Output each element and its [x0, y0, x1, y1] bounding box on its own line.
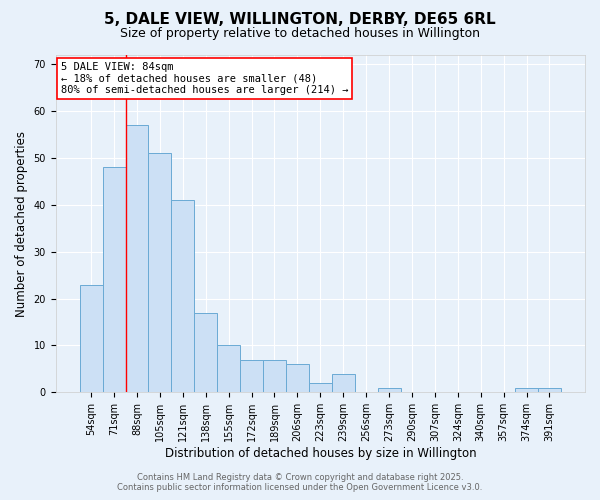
Text: Size of property relative to detached houses in Willington: Size of property relative to detached ho… — [120, 28, 480, 40]
Bar — [309, 383, 332, 392]
Bar — [103, 168, 125, 392]
Bar — [515, 388, 538, 392]
Text: 5 DALE VIEW: 84sqm
← 18% of detached houses are smaller (48)
80% of semi-detache: 5 DALE VIEW: 84sqm ← 18% of detached hou… — [61, 62, 349, 95]
Bar — [217, 346, 240, 393]
X-axis label: Distribution of detached houses by size in Willington: Distribution of detached houses by size … — [164, 447, 476, 460]
Y-axis label: Number of detached properties: Number of detached properties — [15, 130, 28, 316]
Bar — [538, 388, 561, 392]
Bar — [377, 388, 401, 392]
Bar — [286, 364, 309, 392]
Text: 5, DALE VIEW, WILLINGTON, DERBY, DE65 6RL: 5, DALE VIEW, WILLINGTON, DERBY, DE65 6R… — [104, 12, 496, 28]
Bar — [125, 126, 148, 392]
Bar — [80, 284, 103, 393]
Text: Contains HM Land Registry data © Crown copyright and database right 2025.
Contai: Contains HM Land Registry data © Crown c… — [118, 473, 482, 492]
Bar — [172, 200, 194, 392]
Bar — [263, 360, 286, 392]
Bar — [194, 312, 217, 392]
Bar — [240, 360, 263, 392]
Bar — [148, 154, 172, 392]
Bar — [332, 374, 355, 392]
